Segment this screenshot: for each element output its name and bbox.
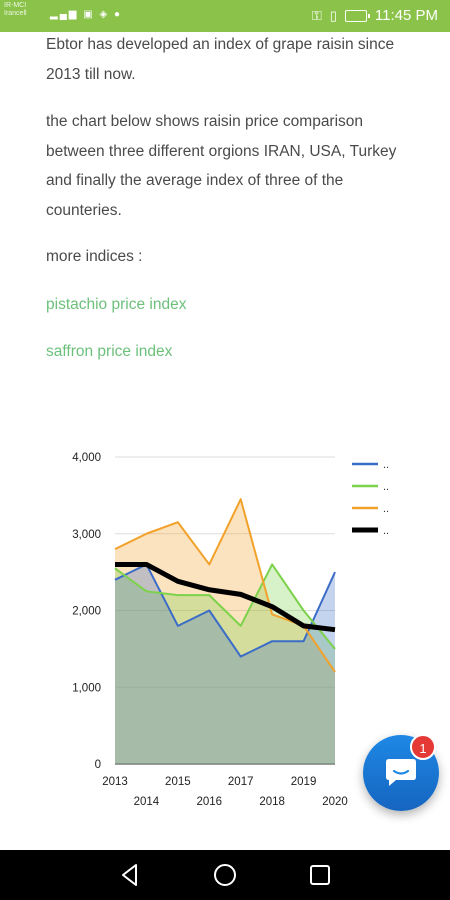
series-area	[115, 499, 335, 764]
y-tick-label: 3,000	[72, 529, 101, 541]
status-time: 11:45 PM	[374, 7, 438, 24]
x-tick-label: 2017	[228, 776, 254, 788]
series-line	[115, 561, 336, 633]
series-area	[115, 564, 335, 764]
key-icon: ⚿	[311, 7, 322, 23]
legend-label: ..	[383, 481, 389, 493]
more-indices-label: more indices :	[46, 248, 143, 265]
raisin-price-chart: 0 1,000 2,000 3,000 4,000 2013 2014 2015 2016 201…	[60, 440, 410, 820]
series-line	[114, 563, 336, 650]
x-tick-label: 2014	[134, 796, 160, 808]
x-tick-label: 2015	[165, 776, 191, 788]
carrier-name-secondary: Irancell	[4, 10, 27, 17]
y-tick-label: 1,000	[72, 682, 101, 694]
legend-label: ..	[383, 459, 389, 471]
pistachio-price-index-link[interactable]: pistachio price index	[46, 295, 187, 313]
x-tick-label: 2020	[322, 796, 348, 808]
system-nav-bar	[0, 850, 450, 900]
carrier-label: IR-MCI Irancell	[4, 2, 27, 18]
y-tick-label: 0	[95, 759, 101, 771]
x-tick-label: 2018	[259, 796, 285, 808]
back-icon[interactable]	[117, 862, 143, 888]
chat-notification-icon: ●	[113, 9, 123, 20]
chat-icon	[386, 759, 416, 786]
signal-icon: ▂▄▆	[50, 9, 79, 20]
recent-apps-icon[interactable]	[307, 862, 333, 888]
x-tick-label: 2013	[102, 776, 128, 788]
home-icon[interactable]	[212, 862, 238, 888]
legend-label: ..	[383, 525, 389, 537]
notification-badge: 1	[410, 734, 436, 760]
shield-icon: ◈	[99, 9, 110, 20]
legend-label: ..	[383, 503, 389, 515]
mute-icon: ▯	[329, 7, 337, 23]
x-tick-label: 2019	[291, 776, 317, 788]
carrier-name: IR-MCI	[4, 2, 27, 9]
chart-canvas: 0 1,000 2,000 3,000 4,000 2013 2014 2015 2016 201…	[72, 452, 389, 808]
chat-fab-button[interactable]: 1	[363, 734, 439, 811]
intro-paragraph: Ebtor has developed an index of grape ra…	[46, 36, 395, 83]
y-tick-label: 2,000	[72, 606, 101, 618]
notification-app-icon: ▣	[83, 9, 95, 20]
saffron-price-index-link[interactable]: saffron price index	[46, 342, 173, 360]
article-body: Ebtor has developed an index of grape ra…	[46, 30, 406, 366]
description-paragraph: the chart below shows raisin price compa…	[46, 113, 397, 219]
battery-icon	[344, 9, 370, 22]
notification-icons: ▂▄▆ ▣ ◈ ●	[50, 9, 122, 20]
status-bar: IR-MCI Irancell ▂▄▆ ▣ ◈ ● ⚿ ▯ 11:45 PM	[0, 0, 450, 32]
series-line	[114, 563, 336, 658]
x-tick-label: 2016	[196, 796, 222, 808]
y-tick-label: 4,000	[72, 452, 101, 464]
status-right-group: ⚿ ▯ 11:45 PM	[312, 7, 438, 24]
